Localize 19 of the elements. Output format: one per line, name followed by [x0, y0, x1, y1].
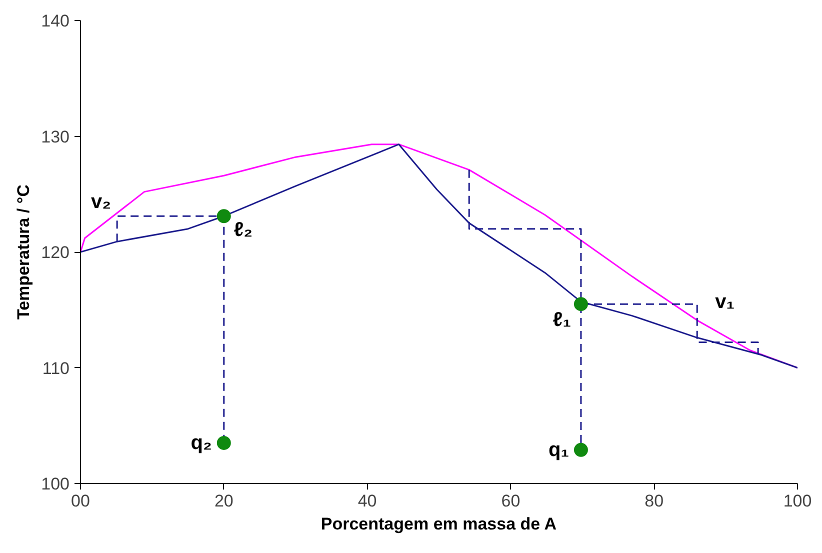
- y-tick-label: 100: [41, 474, 70, 494]
- y-tick-label: 110: [42, 358, 70, 378]
- annotation: q₁: [548, 438, 569, 461]
- x-tick-label: 80: [644, 492, 664, 510]
- y-tick-label: 130: [41, 127, 70, 146]
- annotation: q₂: [190, 432, 212, 454]
- x-tick-label: 60: [501, 492, 520, 510]
- annotation: ℓ₂: [234, 219, 253, 242]
- annotation: ℓ₁: [552, 309, 571, 332]
- x-tick-label: 40: [358, 492, 377, 510]
- y-tick-label: 140: [41, 12, 70, 30]
- x-axis-title: Porcentagem em massa de A: [320, 514, 556, 534]
- y-axis-title: Temperatura / °C: [14, 184, 34, 320]
- annotation: v₁: [715, 291, 735, 314]
- y-tick-label: 120: [41, 243, 70, 262]
- x-tick-label: 00: [71, 492, 90, 510]
- x-tick-label: 100: [783, 492, 812, 510]
- annotation: v₂: [91, 191, 112, 214]
- x-tick-label: 20: [214, 492, 234, 510]
